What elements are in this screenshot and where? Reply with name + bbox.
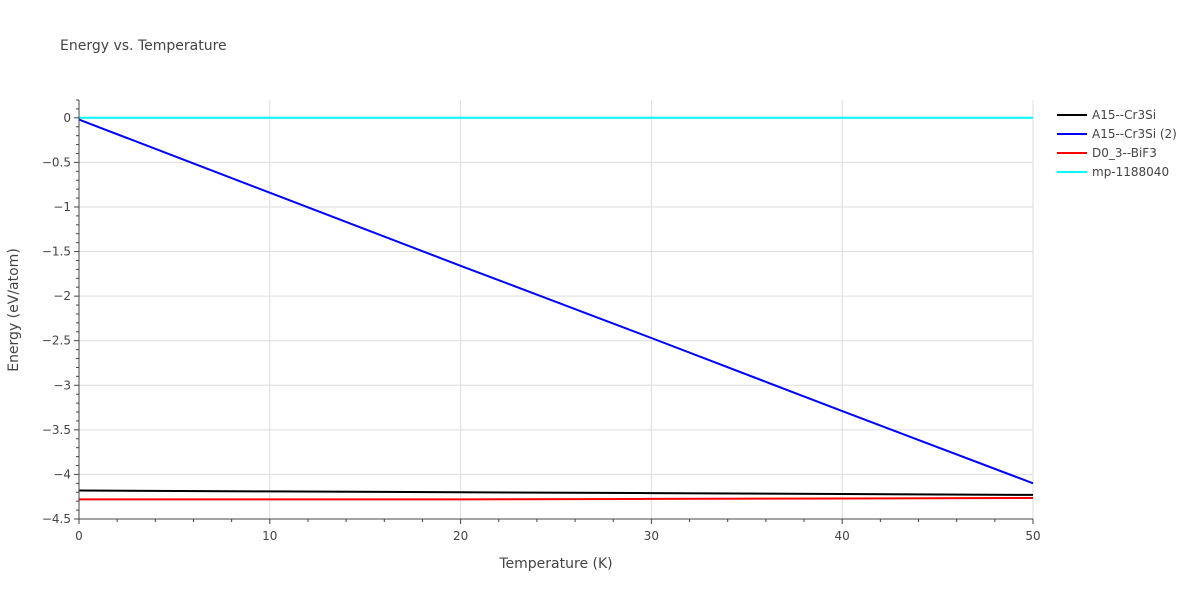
y-tick-label: −4.5 [42,512,71,526]
legend-label: D0_3--BiF3 [1092,146,1157,160]
x-tick-label: 0 [75,529,83,543]
y-tick-label: −3 [53,378,71,392]
x-tick-label: 20 [453,529,468,543]
legend-label: A15--Cr3Si [1092,108,1156,122]
y-tick-label: −3.5 [42,423,71,437]
axes [74,99,1034,524]
x-tick-label: 10 [262,529,277,543]
series-lines [78,116,1034,501]
x-tick-label: 30 [644,529,659,543]
legend-label: mp-1188040 [1092,165,1169,179]
y-tick-label: −4 [53,467,71,481]
series-line-d0-3-bif3 [79,497,1034,501]
series-line-a15-cr3si [78,489,1034,496]
chart-title: Energy vs. Temperature [60,38,227,54]
y-tick-label: −0.5 [42,155,71,169]
y-tick-label: −1.5 [42,245,71,259]
grid-lines [79,100,1034,520]
y-tick-label: −1 [53,200,71,214]
tick-labels: 0 10 20 30 40 50 0 −0.5 −1 −1.5 −2 −2.5 −3 −3.5 −4 −4.5 [42,111,1041,543]
x-tick-label: 50 [1025,529,1040,543]
x-axis-title: Temperature (K) [498,556,612,572]
series-line-a15-cr3si-2 [78,118,1034,485]
y-axis-title: Energy (eV/atom) [6,248,22,372]
legend-label: A15--Cr3Si (2) [1092,127,1177,141]
y-tick-label: −2.5 [42,334,71,348]
y-tick-label: 0 [63,111,71,125]
x-tick-label: 40 [835,529,850,543]
legend: A15--Cr3Si A15--Cr3Si (2) D0_3--BiF3 mp-118… [1057,108,1177,179]
y-tick-label: −2 [53,289,71,303]
